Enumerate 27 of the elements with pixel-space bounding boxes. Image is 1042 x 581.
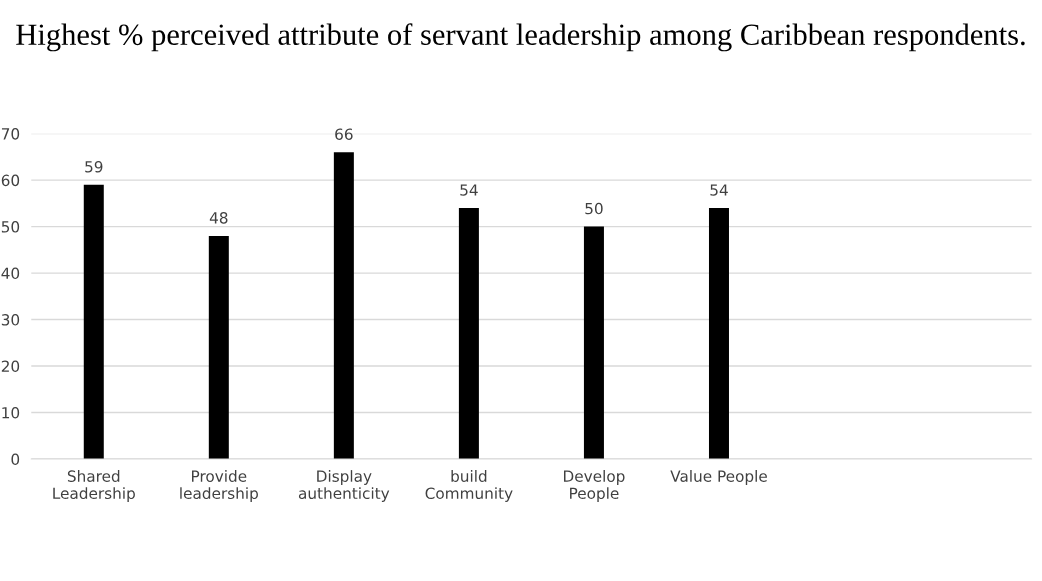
- x-tick-label: build Community: [425, 470, 513, 502]
- y-tick-label: 70: [1, 128, 20, 140]
- data-label: 48: [209, 212, 228, 224]
- bar: [458, 208, 479, 459]
- y-tick-label: 60: [1, 174, 20, 187]
- x-tick-label: Display authenticity: [298, 470, 390, 502]
- bar: [708, 208, 729, 459]
- data-label: 50: [585, 202, 603, 215]
- y-tick-label: 10: [2, 406, 20, 419]
- y-tick-label: 20: [1, 360, 20, 373]
- x-tick-label: Shared Leadership: [53, 470, 135, 502]
- x-tick-label: Develop People: [563, 470, 625, 502]
- chart-title: Highest % perceived attribute of servant leadership among Caribbean respondents.: [16, 23, 1025, 52]
- data-label: 54: [710, 184, 728, 196]
- y-tick-label: 50: [1, 221, 20, 233]
- bar: [83, 184, 104, 459]
- y-tick-label: 0: [11, 453, 20, 466]
- x-tick-label: Value People: [670, 470, 767, 485]
- data-label: 66: [335, 128, 353, 140]
- y-tick-label: 40: [1, 267, 20, 280]
- y-tick-label: 30: [1, 314, 20, 326]
- data-label: 59: [85, 160, 103, 173]
- bar: [333, 152, 354, 459]
- bar: [583, 226, 604, 459]
- x-tick-label: Provide leadership: [180, 470, 258, 502]
- data-label: 54: [460, 184, 478, 196]
- bar: [208, 235, 229, 459]
